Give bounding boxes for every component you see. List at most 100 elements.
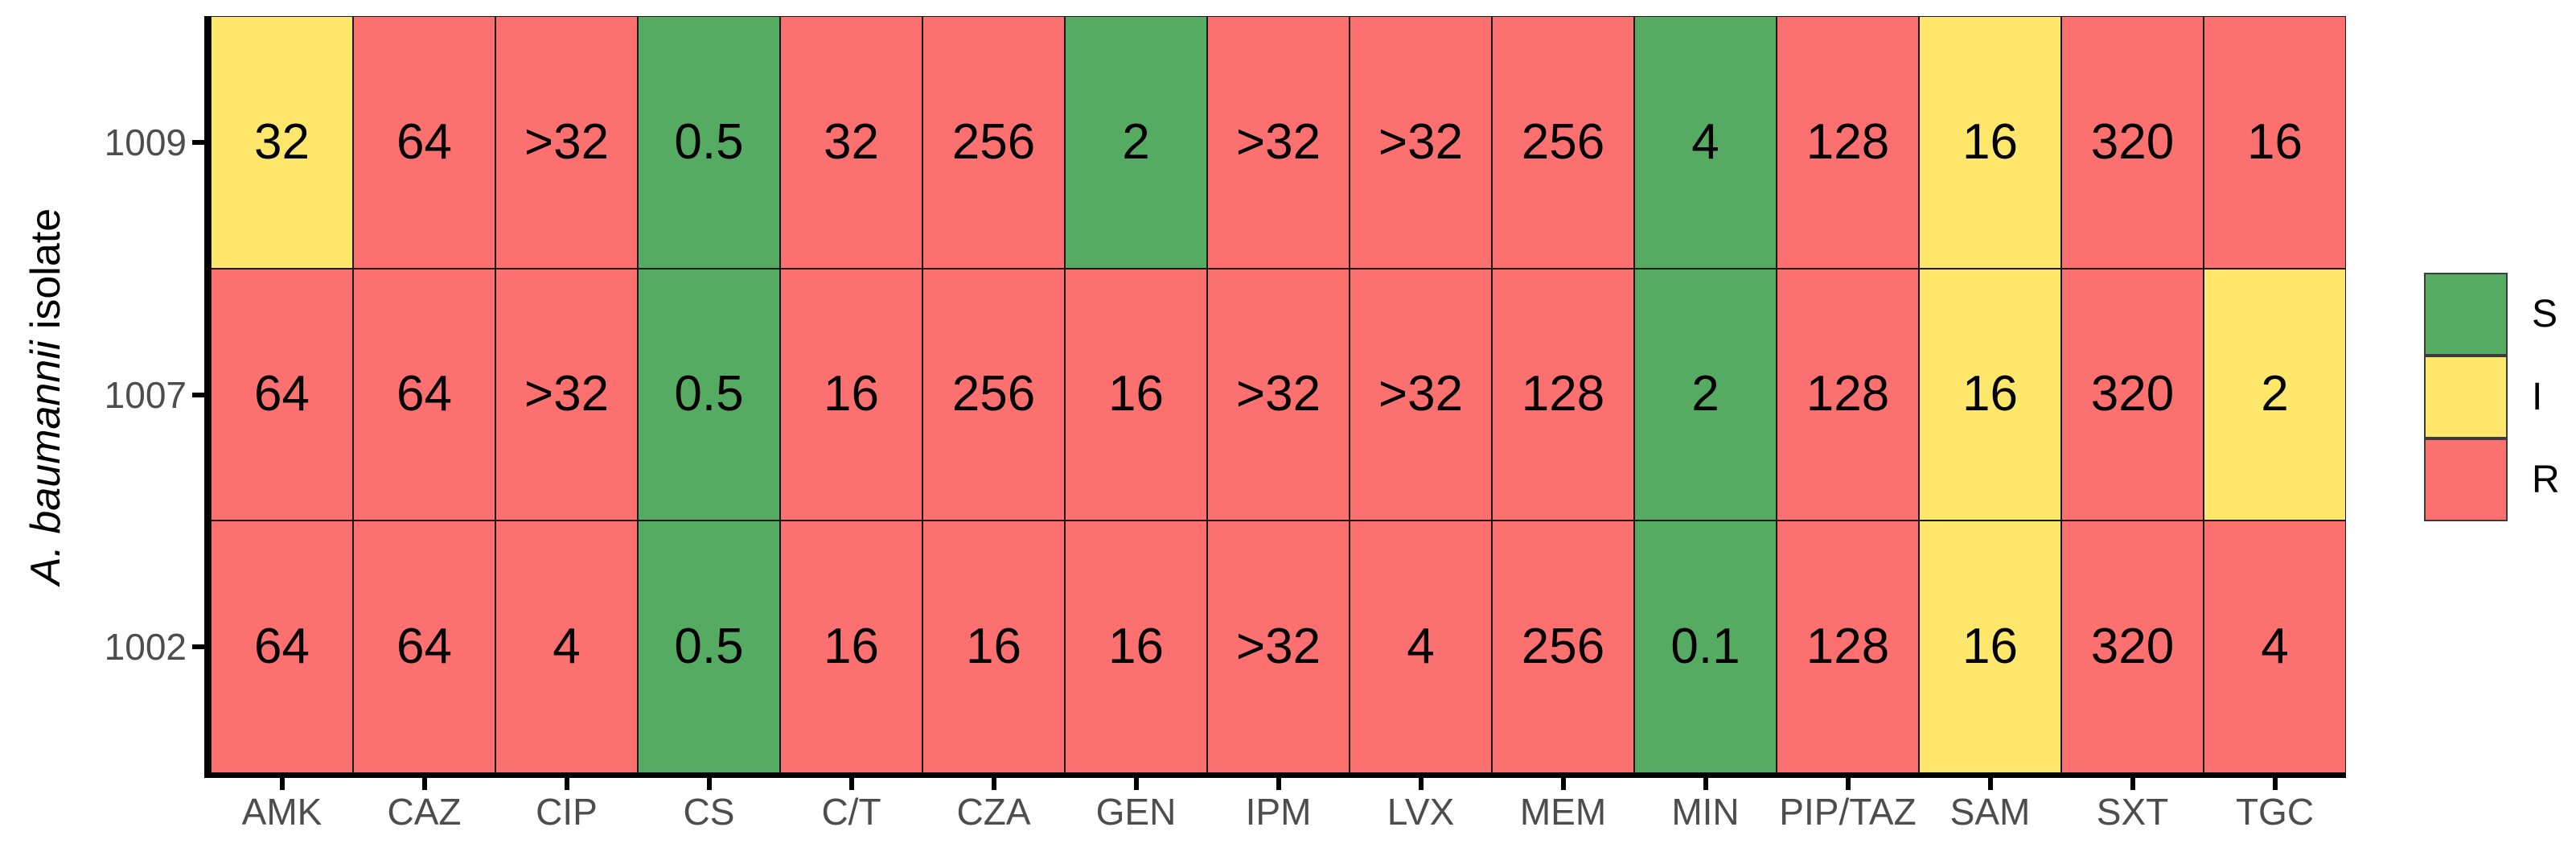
heatmap-cell-1007-AMK: 64 — [211, 268, 353, 521]
y-tick-label-1002: 1002 — [104, 626, 187, 669]
x-axis-tick — [421, 778, 427, 790]
x-tick-label-CIP: CIP — [536, 791, 598, 833]
cell-mic-value: 128 — [1521, 366, 1605, 422]
cell-mic-value: 32 — [824, 113, 879, 170]
cell-mic-value: 256 — [1521, 113, 1605, 170]
heatmap-cell-1002-LVX: 4 — [1350, 521, 1492, 773]
cell-mic-value: 16 — [1962, 366, 2018, 422]
heatmap-cell-1009-AMK: 32 — [211, 16, 353, 269]
x-tick-label-IPM: IPM — [1245, 791, 1312, 833]
x-tick-label-TGC: TGC — [2235, 791, 2315, 833]
heatmap-cell-1007-CZA: 256 — [922, 268, 1065, 521]
y-axis-tick — [192, 644, 204, 650]
y-tick-label-1009: 1009 — [104, 121, 187, 163]
cell-mic-value: >32 — [524, 113, 610, 170]
x-axis-tick — [706, 778, 712, 790]
heatmap-cell-1007-GEN: 16 — [1065, 268, 1207, 521]
x-axis-tick — [991, 778, 996, 790]
heatmap-cell-1009-SAM: 16 — [1919, 16, 2061, 269]
x-tick-label-MIN: MIN — [1671, 791, 1740, 833]
y-axis-line — [204, 16, 211, 778]
heatmap-cell-1002-SAM: 16 — [1919, 521, 2061, 773]
x-axis-tick — [279, 778, 285, 790]
heatmap-cell-1009-CAZ: 64 — [353, 16, 495, 269]
heatmap-cell-1002-GEN: 16 — [1065, 521, 1207, 773]
y-tick-label-1007: 1007 — [104, 373, 187, 416]
legend-label-S: S — [2532, 292, 2558, 335]
cell-mic-value: 16 — [824, 619, 879, 675]
x-axis-tick — [1560, 778, 1566, 790]
cell-mic-value: 0.5 — [674, 366, 744, 422]
cell-mic-value: 16 — [966, 619, 1021, 675]
cell-mic-value: 2 — [1691, 366, 1719, 422]
cell-mic-value: >32 — [1235, 619, 1321, 675]
x-axis-tick — [1987, 778, 1993, 790]
heatmap-cell-1007-CS: 0.5 — [638, 268, 780, 521]
x-axis-tick — [2272, 778, 2278, 790]
y-axis-title-word: isolate — [23, 208, 69, 330]
cell-mic-value: 4 — [1691, 113, 1719, 170]
heatmap-cell-1007-SXT: 320 — [2061, 268, 2204, 521]
legend-swatch-S — [2424, 273, 2508, 356]
heatmap-cell-1002-MEM: 256 — [1492, 521, 1634, 773]
cell-mic-value: 4 — [553, 619, 581, 675]
x-tick-label-CS: CS — [683, 791, 735, 833]
x-tick-label-C/T: C/T — [821, 791, 881, 833]
cell-mic-value: 32 — [254, 113, 310, 170]
cell-mic-value: 64 — [254, 366, 310, 422]
cell-mic-value: 0.5 — [674, 619, 744, 675]
heatmap-cell-1009-IPM: >32 — [1207, 16, 1350, 269]
heatmap-cell-1002-SXT: 320 — [2061, 521, 2204, 773]
cell-mic-value: 16 — [824, 366, 879, 422]
heatmap-cell-1007-PIP/TAZ: 128 — [1777, 268, 1919, 521]
heatmap-cell-1009-LVX: >32 — [1350, 16, 1492, 269]
cell-mic-value: 320 — [2090, 619, 2175, 675]
x-axis-tick — [1276, 778, 1281, 790]
cell-mic-value: 64 — [396, 619, 452, 675]
legend-label-R: R — [2532, 458, 2560, 501]
heatmap-cell-1009-SXT: 320 — [2061, 16, 2204, 269]
cell-mic-value: 16 — [1108, 619, 1164, 675]
legend-label-I: I — [2532, 375, 2543, 418]
x-tick-label-CAZ: CAZ — [387, 791, 462, 833]
heatmap-cell-1002-IPM: >32 — [1207, 521, 1350, 773]
x-tick-label-MEM: MEM — [1519, 791, 1607, 833]
cell-mic-value: 128 — [1806, 113, 1890, 170]
cell-mic-value: 16 — [1108, 366, 1164, 422]
cell-mic-value: 320 — [2090, 113, 2175, 170]
heatmap-cell-1007-CIP: >32 — [495, 268, 638, 521]
heatmap-cell-1002-CAZ: 64 — [353, 521, 495, 773]
cell-mic-value: 0.1 — [1670, 619, 1740, 675]
cell-mic-value: 256 — [951, 113, 1036, 170]
heatmap-cell-1009-MEM: 256 — [1492, 16, 1634, 269]
heatmap-cell-1007-C/T: 16 — [780, 268, 922, 521]
cell-mic-value: 2 — [2261, 366, 2289, 422]
y-axis-tick — [192, 392, 204, 397]
heatmap-plot-area: 32 64 >32 0.5 32 256 2 >32 >32 256 4 128 16 320 16 64 64… — [211, 16, 2346, 773]
heatmap-cell-1009-TGC: 16 — [2204, 16, 2346, 269]
heatmap-cell-1009-CIP: >32 — [495, 16, 638, 269]
heatmap-cell-1002-AMK: 64 — [211, 521, 353, 773]
x-tick-label-AMK: AMK — [241, 791, 323, 833]
legend-swatch-I — [2424, 356, 2508, 438]
heatmap-cell-1007-LVX: >32 — [1350, 268, 1492, 521]
heatmap-cell-1002-CIP: 4 — [495, 521, 638, 773]
legend-swatch-R — [2424, 438, 2508, 521]
y-axis-tick — [192, 139, 204, 145]
x-axis-tick — [2130, 778, 2135, 790]
x-axis-line — [204, 772, 2346, 778]
cell-mic-value: 16 — [1962, 113, 2018, 170]
cell-mic-value: 256 — [951, 366, 1036, 422]
x-tick-label-CZA: CZA — [956, 791, 1031, 833]
heatmap-cell-1007-MEM: 128 — [1492, 268, 1634, 521]
heatmap-cell-1007-IPM: >32 — [1207, 268, 1350, 521]
x-axis-tick — [848, 778, 854, 790]
x-tick-label-SAM: SAM — [1949, 791, 2031, 833]
x-axis-tick — [1133, 778, 1139, 790]
heatmap-cell-1009-PIP/TAZ: 128 — [1777, 16, 1919, 269]
heatmap-cell-1002-MIN: 0.1 — [1634, 521, 1777, 773]
cell-mic-value: 2 — [1122, 113, 1150, 170]
heatmap-cell-1002-TGC: 4 — [2204, 521, 2346, 773]
cell-mic-value: 0.5 — [674, 113, 744, 170]
cell-mic-value: >32 — [1235, 366, 1321, 422]
